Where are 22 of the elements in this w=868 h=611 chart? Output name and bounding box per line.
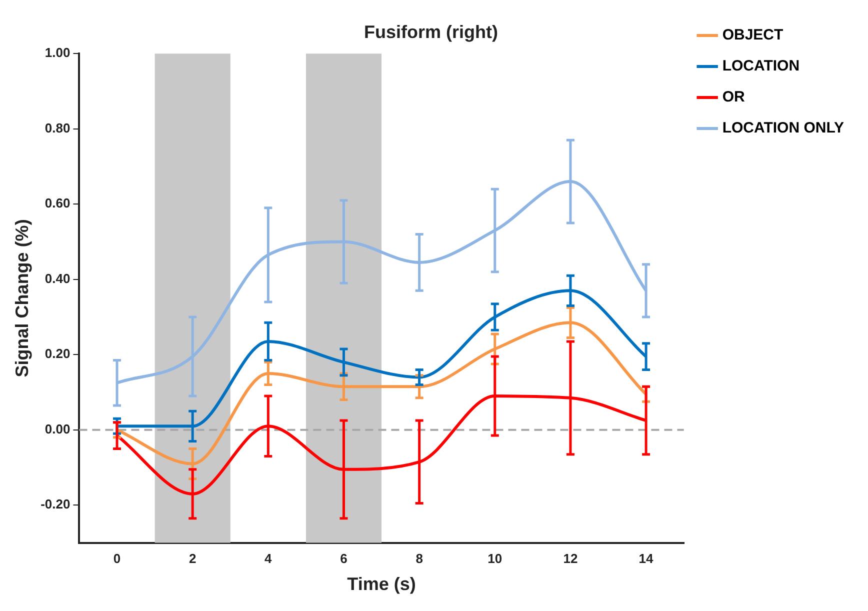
chart-title: Fusiform (right) xyxy=(364,22,498,42)
legend-label: LOCATION ONLY xyxy=(722,120,844,137)
legend-label: OR xyxy=(722,88,745,106)
x-tick-label: 6 xyxy=(340,551,348,566)
x-tick-label: 12 xyxy=(563,551,578,566)
y-tick-label: -0.20 xyxy=(40,496,70,512)
x-tick-label: 14 xyxy=(638,551,654,566)
y-tick-label: 1.00 xyxy=(44,45,70,60)
x-tick-label: 10 xyxy=(488,551,502,566)
x-tick-label: 0 xyxy=(113,551,121,566)
x-tick-label: 8 xyxy=(416,551,423,566)
y-tick-label: 0.80 xyxy=(44,120,70,136)
x-tick-label: 2 xyxy=(188,551,196,566)
legend-label: LOCATION xyxy=(722,58,800,75)
x-tick-label: 4 xyxy=(264,551,273,566)
y-tick-label: 0.00 xyxy=(44,421,70,436)
y-tick-label: 0.20 xyxy=(44,346,70,362)
y-tick-label: 0.40 xyxy=(44,270,70,286)
y-tick-label: 0.60 xyxy=(44,196,70,211)
legend-label: OBJECT xyxy=(722,26,784,44)
x-axis-title: Time (s) xyxy=(347,574,416,594)
y-axis-title: Signal Change (%) xyxy=(12,219,32,378)
